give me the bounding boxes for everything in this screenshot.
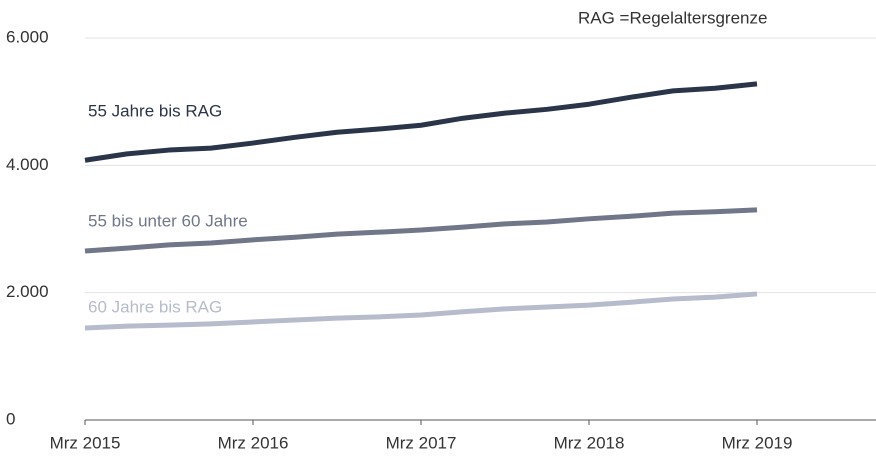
- series-label: 55 Jahre bis RAG: [88, 101, 222, 120]
- y-tick-label: 2.000: [6, 282, 49, 301]
- x-tick-label: Mrz 2015: [50, 433, 121, 452]
- x-tick-label: Mrz 2016: [218, 433, 289, 452]
- y-tick-label: 0: [6, 409, 15, 428]
- series-label: 55 bis unter 60 Jahre: [88, 211, 248, 230]
- x-tick-label: Mrz 2018: [554, 433, 625, 452]
- y-tick-label: 6.000: [6, 27, 49, 46]
- series-label: 60 Jahre bis RAG: [88, 297, 222, 316]
- x-tick-label: Mrz 2019: [722, 433, 793, 452]
- series-line: [84, 207, 758, 254]
- x-tick-label: Mrz 2017: [386, 433, 457, 452]
- note: RAG =Regelaltersgrenze: [578, 8, 767, 27]
- series-line: [84, 291, 758, 331]
- y-tick-label: 4.000: [6, 155, 49, 174]
- series-line: [84, 81, 758, 163]
